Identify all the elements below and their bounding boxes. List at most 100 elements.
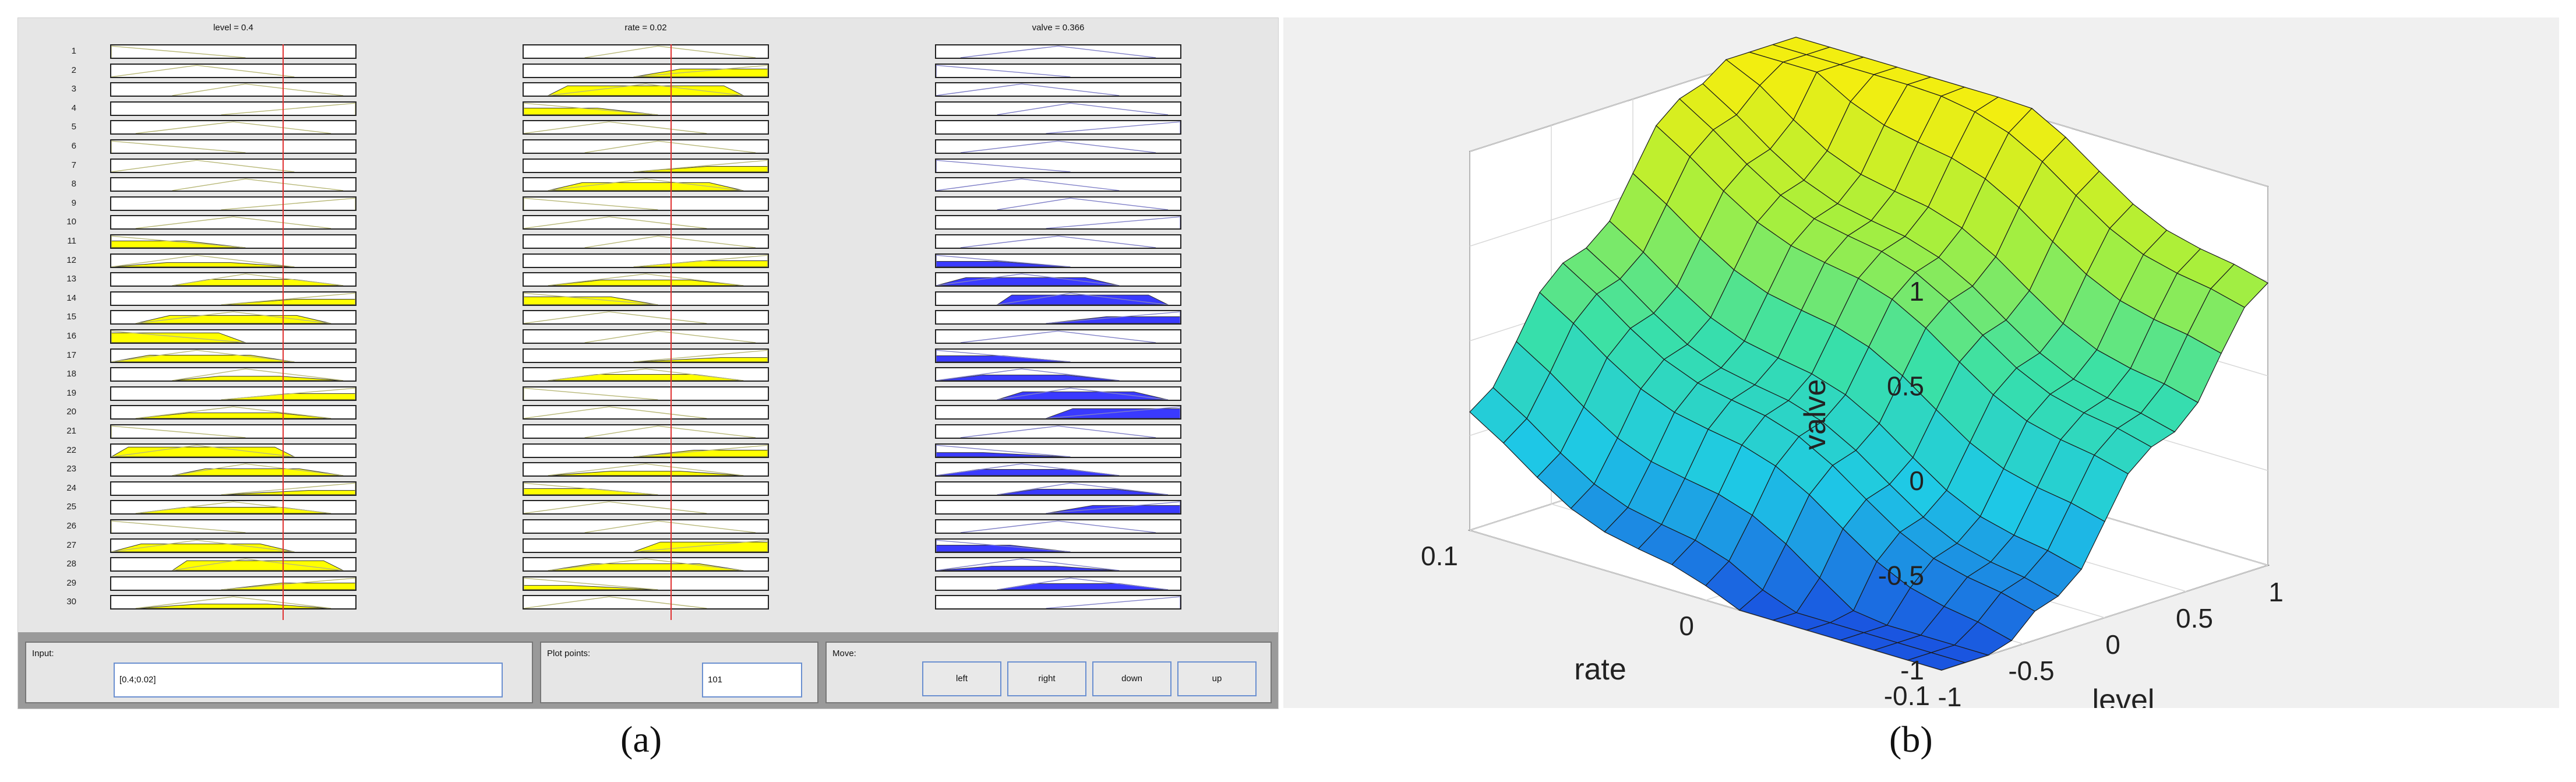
fired-region — [548, 182, 744, 191]
rule-number: 24 — [66, 482, 76, 493]
membership-function-plot — [523, 595, 769, 610]
fired-region — [633, 260, 768, 267]
fired-region — [135, 507, 331, 514]
rate-gridline — [1941, 186, 2268, 671]
membership-curve — [960, 140, 1156, 153]
move-label: Move: — [832, 649, 856, 658]
membership-function-plot — [523, 348, 769, 363]
membership-curve — [960, 520, 1156, 533]
level-input-line[interactable] — [283, 44, 284, 620]
membership-function-plot — [523, 367, 769, 382]
membership-function-plot — [935, 500, 1181, 515]
membership-function-plot — [110, 139, 357, 154]
membership-function-plot — [110, 215, 357, 230]
membership-function-plot — [523, 291, 769, 306]
membership-curve — [633, 349, 768, 362]
rule-number: 2 — [71, 65, 76, 75]
fired-region — [548, 374, 744, 381]
fired-region — [936, 355, 1071, 362]
membership-function-plot — [935, 158, 1181, 173]
fired-region — [1046, 505, 1180, 514]
move-right-button[interactable]: right — [1007, 661, 1086, 696]
fired-region — [548, 471, 744, 476]
fired-region — [633, 68, 768, 77]
rule-number: 19 — [66, 388, 76, 398]
membership-curve — [221, 198, 355, 210]
plot-points-field[interactable]: 101 — [702, 663, 802, 698]
fired-region — [1046, 316, 1180, 324]
rate-input-line[interactable] — [670, 44, 672, 620]
membership-curve — [1046, 311, 1180, 324]
membership-function-plot — [935, 576, 1181, 591]
membership-curve — [111, 159, 295, 172]
rule-number: 28 — [66, 559, 76, 569]
rule-number: 11 — [67, 236, 76, 246]
level-axis-label: level — [2092, 684, 2155, 708]
rule-number: 8 — [71, 179, 76, 189]
membership-function-plot — [523, 424, 769, 439]
fired-region — [111, 262, 295, 267]
fired-region — [111, 332, 246, 343]
rule-number: 14 — [66, 293, 76, 303]
membership-curve — [172, 558, 344, 571]
membership-curve — [548, 463, 744, 476]
membership-curve — [524, 216, 707, 229]
membership-curve — [135, 311, 331, 324]
membership-function-plot — [523, 44, 769, 59]
membership-curve — [584, 235, 756, 248]
z-tick-label: -0.5 — [1878, 561, 1924, 591]
move-down-button[interactable]: down — [1092, 661, 1171, 696]
membership-function-plot — [110, 82, 357, 97]
membership-function-plot — [523, 386, 769, 401]
membership-function-plot — [935, 443, 1181, 458]
fired-region — [997, 391, 1169, 400]
move-up-button[interactable]: up — [1177, 661, 1257, 696]
membership-curve — [524, 103, 658, 115]
z-tick-label: 0 — [1909, 466, 1924, 496]
rate-tick-label: 0.1 — [1421, 541, 1458, 571]
rule-number: 21 — [66, 426, 76, 436]
input-group: Input: [0.4;0.02] — [25, 642, 533, 703]
membership-curve — [1046, 406, 1180, 419]
membership-function-plot — [523, 481, 769, 496]
membership-curve — [524, 388, 658, 400]
membership-curve — [221, 482, 355, 495]
fired-region — [135, 413, 331, 419]
fired-region — [936, 566, 1120, 571]
membership-curve — [135, 501, 331, 514]
membership-function-plot — [935, 557, 1181, 572]
membership-curve — [172, 463, 344, 476]
fired-region — [524, 488, 658, 495]
rate-column-title: rate = 0.02 — [624, 23, 667, 33]
rule-number: 18 — [66, 369, 76, 379]
fired-region — [633, 449, 768, 457]
membership-function-plot — [110, 481, 357, 496]
membership-curve — [936, 558, 1120, 571]
fired-region — [996, 294, 1169, 305]
fired-region — [171, 560, 344, 571]
membership-function-plot — [523, 443, 769, 458]
fired-region — [524, 107, 658, 115]
membership-function-plot — [110, 291, 357, 306]
membership-curve — [111, 520, 246, 533]
membership-function-plot — [935, 595, 1181, 610]
membership-function-plot — [523, 329, 769, 344]
surface-plot: 10.50-0.5-10.10-0.1 -1-0.500.51valveratel… — [1421, 37, 2284, 717]
z-tick-label: -1 — [1900, 655, 1924, 685]
level-column-title: level = 0.4 — [213, 23, 253, 33]
membership-curve — [1046, 216, 1180, 229]
rule-number: 30 — [66, 597, 76, 607]
move-left-button[interactable]: left — [922, 661, 1001, 696]
input-field[interactable]: [0.4;0.02] — [114, 663, 503, 698]
membership-curve — [524, 311, 707, 324]
membership-function-plot — [935, 291, 1181, 306]
valve-column-title: valve = 0.366 — [1032, 23, 1085, 33]
membership-curve — [172, 273, 344, 286]
rule-number: 9 — [71, 198, 76, 208]
membership-curve — [111, 64, 295, 77]
fired-region — [221, 489, 355, 495]
fired-region — [172, 376, 344, 381]
membership-curve — [221, 577, 355, 590]
membership-function-plot — [935, 462, 1181, 477]
membership-curve — [1046, 501, 1180, 514]
